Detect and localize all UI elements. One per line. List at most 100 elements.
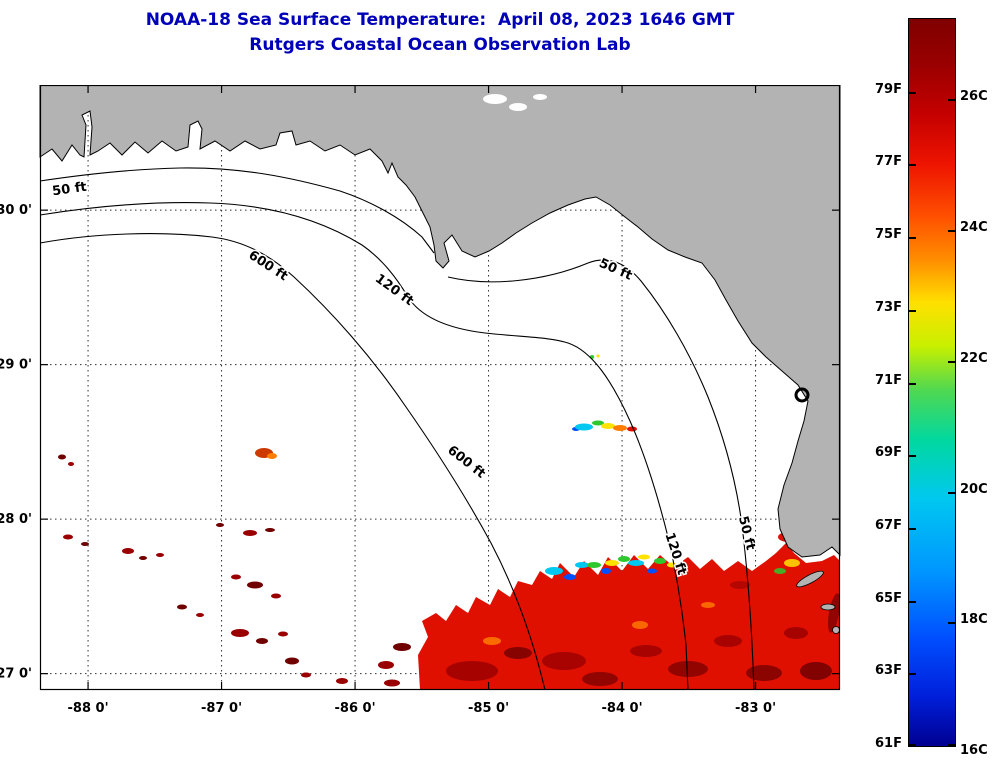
sst-patch <box>596 354 600 358</box>
sst-patch <box>582 672 618 686</box>
colorbar-label-celsius: 22C <box>960 350 988 366</box>
sst-patch <box>81 542 89 546</box>
map-subtitle: Rutgers Coastal Ocean Observation Lab <box>249 35 631 55</box>
sst-patch <box>378 661 394 669</box>
colorbar-label-fahrenheit: 77F <box>875 154 902 170</box>
sst-patch <box>618 556 630 562</box>
colorbar-tick <box>909 91 916 94</box>
sst-patch <box>613 425 627 431</box>
x-tick-label: -84 0' <box>602 701 643 716</box>
colorbar-gradient <box>908 18 956 747</box>
colorbar-label-celsius: 24C <box>960 219 988 235</box>
axis-ticks-and-labels: -88 0' -87 0' -86 0' -85 0' -84 0' -83 0' 30 0… <box>0 85 840 716</box>
sst-patch <box>285 657 299 665</box>
sst-patch <box>122 548 134 554</box>
colorbar-label-fahrenheit: 65F <box>875 590 902 606</box>
sst-patch <box>714 635 742 647</box>
sst-patch <box>301 672 311 678</box>
colorbar-tick <box>948 229 955 232</box>
sst-patch <box>58 454 66 460</box>
colorbar-label-celsius: 20C <box>960 481 988 497</box>
island <box>832 626 840 634</box>
sst-patch <box>542 652 586 670</box>
sst-patch <box>256 638 268 644</box>
title-block: NOAA-18 Sea Surface Temperature: April 0… <box>0 8 880 58</box>
sst-patch <box>247 581 263 589</box>
sst-patch <box>483 637 501 645</box>
sst-patch <box>592 420 604 426</box>
coastal-lake-mark <box>794 387 810 403</box>
colorbar-tick <box>909 237 916 240</box>
sst-patch <box>267 453 277 459</box>
depth-contour-50ft-bend <box>447 259 755 691</box>
sst-patch <box>271 593 281 599</box>
sst-patch <box>393 643 411 651</box>
sst-patch <box>701 602 715 608</box>
land-mass <box>39 85 841 558</box>
colorbar-label-fahrenheit: 73F <box>875 299 902 315</box>
cloud-over-land <box>509 103 527 111</box>
sst-patch <box>243 530 257 536</box>
sst-patch <box>784 559 800 567</box>
colorbar-label-fahrenheit: 75F <box>875 227 902 243</box>
colorbar-label-fahrenheit: 69F <box>875 445 902 461</box>
colorbar-tick <box>909 527 916 530</box>
x-tick-label: -86 0' <box>335 701 376 716</box>
cloud-over-land <box>533 94 547 100</box>
y-tick-label: 27 0' <box>0 667 32 682</box>
colorbar-label-fahrenheit: 79F <box>875 81 902 97</box>
cloud-over-land <box>483 94 507 104</box>
sst-data-layer <box>58 354 841 690</box>
colorbar-label-celsius: 18C <box>960 612 988 628</box>
sst-patch <box>63 534 73 540</box>
sst-patch <box>630 645 662 657</box>
sst-patch <box>638 554 650 560</box>
sst-patch <box>231 629 249 637</box>
sst-patch <box>575 562 589 568</box>
colorbar-label-fahrenheit: 61F <box>875 736 902 751</box>
sst-patch <box>265 528 275 532</box>
sst-patch <box>800 662 832 680</box>
y-tick-label: 29 0' <box>0 358 32 373</box>
sst-patch <box>139 556 147 560</box>
island <box>820 603 836 611</box>
sst-patch <box>177 604 187 610</box>
colorbar-label-celsius: 16C <box>960 743 988 759</box>
colorbar-tick <box>909 600 916 603</box>
colorbar-tick <box>909 382 916 385</box>
sst-patch <box>231 574 241 580</box>
colorbar-tick <box>948 98 955 101</box>
sst-map: 50 ft 600 ft 120 ft 50 ft 600 ft 120 ft … <box>0 85 841 716</box>
sst-patch <box>587 562 601 568</box>
depth-contour-50ft-west <box>39 167 435 254</box>
depth-contour-600ft <box>39 233 546 691</box>
sst-patch <box>654 558 666 564</box>
colorbar-label-celsius: 26C <box>960 88 988 104</box>
barrier-island <box>796 570 824 588</box>
y-tick-label: 28 0' <box>0 512 32 527</box>
sst-patch <box>784 627 808 639</box>
contour-label-50ft: 50 ft <box>51 180 87 200</box>
colorbar-label-fahrenheit: 67F <box>875 517 902 533</box>
sst-patch <box>446 661 498 681</box>
map-title: NOAA-18 Sea Surface Temperature: April 0… <box>145 10 735 30</box>
sst-patch <box>384 679 400 687</box>
sst-patch <box>564 574 576 580</box>
sst-patch <box>278 631 288 637</box>
sst-patch <box>827 593 841 633</box>
colorbar-tick <box>909 455 916 458</box>
colorbar: 79F 77F 75F 73F 71F 69F 67F 65F 63F 61F 26C 24C 22C 2… <box>850 18 992 768</box>
sst-patch <box>605 560 619 566</box>
colorbar-tick <box>948 360 955 363</box>
sst-patch <box>746 665 782 681</box>
colorbar-label-fahrenheit: 71F <box>875 372 902 388</box>
sst-patch <box>216 523 224 527</box>
colorbar-tick <box>909 309 916 312</box>
x-tick-label: -87 0' <box>201 701 242 716</box>
x-tick-label: -85 0' <box>468 701 509 716</box>
sst-patch <box>632 621 648 629</box>
colorbar-tick <box>948 743 955 746</box>
colorbar-tick <box>948 491 955 494</box>
sst-patch <box>774 568 786 574</box>
